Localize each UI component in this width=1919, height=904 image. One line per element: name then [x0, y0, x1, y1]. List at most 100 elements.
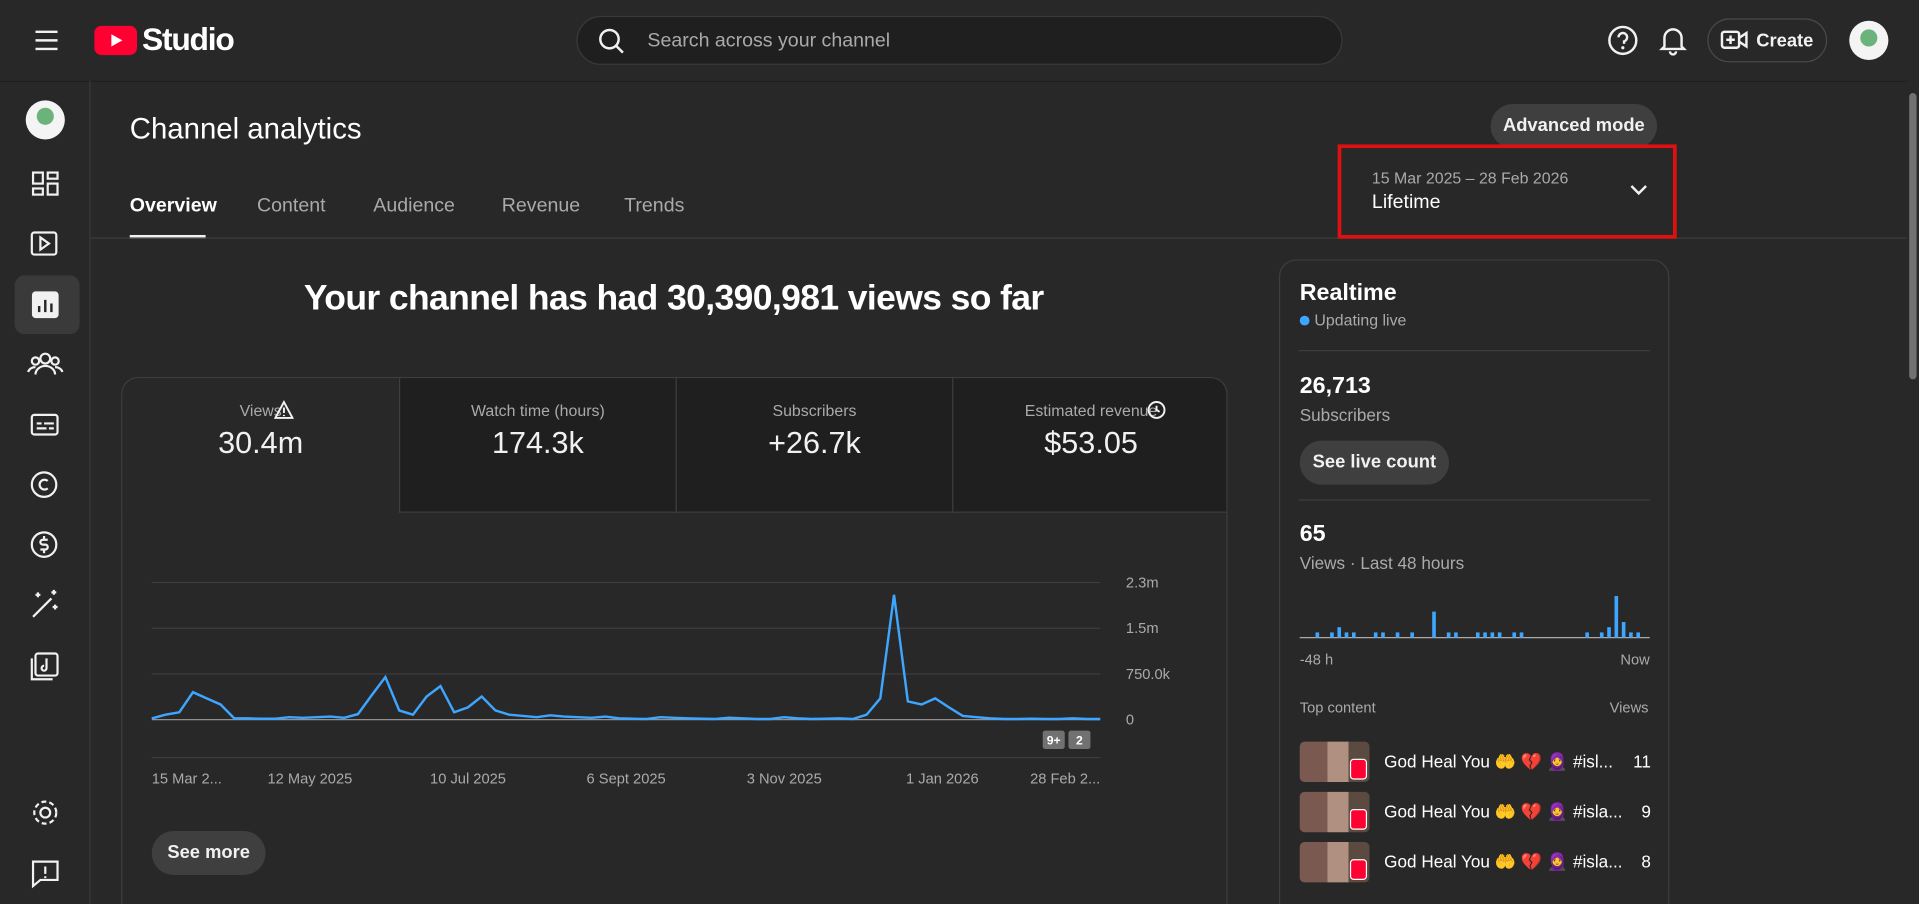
views-chart: 0 750.0k 1.5m 2.3m 15 Mar 2... 12 May 2025 10 … [151, 575, 1171, 787]
y-tick-label: 1.5m [1126, 621, 1159, 637]
dropdown-chevron [1630, 185, 1647, 196]
x-tick-label: 6 Sept 2025 [587, 771, 666, 787]
logo-text: Studio [141, 20, 235, 58]
earn-icon[interactable] [30, 531, 58, 558]
realtime-bar [1446, 632, 1451, 638]
video-title: God Heal You 🤲 💔 🧕 #isla... [1384, 851, 1623, 872]
clock-hands [1155, 405, 1161, 413]
realtime-views-label: Views · Last 48 hours [1299, 553, 1465, 573]
tab[interactable]: Trends [624, 195, 685, 217]
search-placeholder: Search across your channel [647, 30, 891, 52]
x-tick-label: 3 Nov 2025 [747, 771, 822, 787]
shorts-badge [1349, 758, 1368, 780]
scrollbar-thumb[interactable] [1909, 93, 1917, 380]
tab[interactable]: Audience [373, 195, 455, 217]
realtime-bar [1475, 632, 1480, 638]
video-views: 9 [1641, 801, 1651, 822]
subscriber-label: Subscribers [1299, 405, 1391, 425]
menu-button[interactable] [32, 26, 61, 55]
customization-icon[interactable] [32, 589, 58, 618]
metric-tab[interactable]: Estimated revenue $53.05 [952, 378, 1227, 513]
views-headline: Your channel has had 30,390,981 views so… [303, 279, 1044, 319]
see-more-button[interactable]: See more [151, 830, 266, 876]
top-content-column: Views [1609, 698, 1649, 716]
y-tick-label: 750.0k [1126, 667, 1171, 683]
tab[interactable]: Overview [129, 195, 217, 217]
video-thumbnail [1299, 842, 1370, 883]
create-button[interactable]: Create [1707, 18, 1828, 63]
metric-label: Watch time (hours) [470, 401, 605, 420]
live-dot [1299, 315, 1310, 326]
realtime-views: 65 [1299, 521, 1326, 548]
date-range-picker[interactable]: 15 Mar 2025 – 28 Feb 2026 Lifetime [1356, 153, 1660, 226]
realtime-bar [1344, 632, 1349, 638]
advanced-mode-button[interactable]: Advanced mode [1490, 104, 1658, 149]
top-content-header: Top content [1299, 698, 1376, 716]
community-icon[interactable] [27, 352, 64, 375]
clock-icon [1147, 401, 1166, 419]
shorts-badge [1349, 859, 1368, 880]
realtime-bar [1519, 632, 1524, 638]
help-button[interactable] [1607, 24, 1639, 56]
audio-library-icon[interactable] [30, 652, 59, 681]
youtube-logo[interactable] [94, 25, 138, 57]
realtime-bar [1381, 632, 1385, 638]
tab[interactable]: Revenue [501, 195, 581, 217]
realtime-bar [1337, 627, 1342, 638]
content-icon[interactable] [30, 231, 58, 256]
top-content-row[interactable]: God Heal You 🤲 💔 🧕 #isla... 8 [1280, 842, 1668, 884]
realtime-bar [1497, 632, 1502, 638]
channel-avatar-mark [36, 107, 54, 125]
see-live-count-button[interactable]: See live count [1299, 440, 1450, 485]
realtime-bar [1490, 632, 1495, 638]
metric-label: Views [239, 401, 282, 420]
settings-icon[interactable] [33, 800, 58, 825]
top-bar: Studio Search across your channel Create [0, 0, 1919, 82]
realtime-bar [1599, 632, 1604, 638]
analytics-icon[interactable] [31, 291, 59, 319]
video-thumbnail [1299, 741, 1370, 783]
dashboard-icon[interactable] [31, 171, 59, 196]
realtime-bar [1395, 632, 1400, 638]
realtime-bar [1614, 596, 1619, 638]
account-avatar[interactable] [1848, 20, 1890, 62]
video-title: God Heal You 🤲 💔 🧕 #isla... [1384, 801, 1623, 822]
subscriber-count: 26,713 [1299, 373, 1371, 399]
metric-tab[interactable]: Subscribers +26.7k [675, 378, 953, 513]
metric-label: Estimated revenue [1024, 401, 1158, 420]
top-content-row[interactable]: God Heal You 🤲 💔 🧕 #isla... 9 [1280, 791, 1668, 834]
metric-tab[interactable]: Watch time (hours) 174.3k [398, 378, 676, 513]
metric-value: $53.05 [1044, 425, 1138, 461]
x-tick-label: 28 Feb 2... [1030, 771, 1100, 787]
annotation-badge-label: 2 [1076, 734, 1083, 748]
shorts-badge [1349, 808, 1368, 830]
realtime-bar [1410, 632, 1414, 638]
search-box[interactable]: Search across your channel [576, 15, 1343, 65]
top-content-row[interactable]: God Heal You 🤲 💔 🧕 #isl... 11 [1280, 741, 1668, 784]
notifications-button[interactable] [1657, 24, 1689, 56]
realtime-bar [1585, 632, 1589, 638]
realtime-status: Updating live [1314, 310, 1407, 330]
metric-label: Subscribers [772, 401, 857, 420]
tab-divider [90, 237, 1907, 239]
tab[interactable]: Content [257, 195, 326, 217]
metric-tab[interactable]: Views 30.4m [122, 378, 399, 513]
date-range-text: 15 Mar 2025 – 28 Feb 2026 [1371, 168, 1569, 188]
metric-value: 30.4m [218, 425, 304, 461]
realtime-bar [1330, 632, 1334, 638]
tab-underline [129, 234, 206, 239]
feedback-icon[interactable] [31, 860, 59, 889]
realtime-bar [1351, 632, 1356, 638]
annotation-badge[interactable] [1042, 730, 1065, 749]
copyright-icon[interactable] [30, 471, 58, 498]
annotation-badge[interactable] [1068, 730, 1091, 749]
x-tick-label: 12 May 2025 [267, 771, 352, 787]
realtime-bar [1373, 632, 1378, 638]
divider [1298, 350, 1650, 352]
page-title: Channel analytics [129, 112, 362, 146]
subtitles-icon[interactable] [30, 413, 59, 436]
create-label: Create [1756, 30, 1814, 52]
